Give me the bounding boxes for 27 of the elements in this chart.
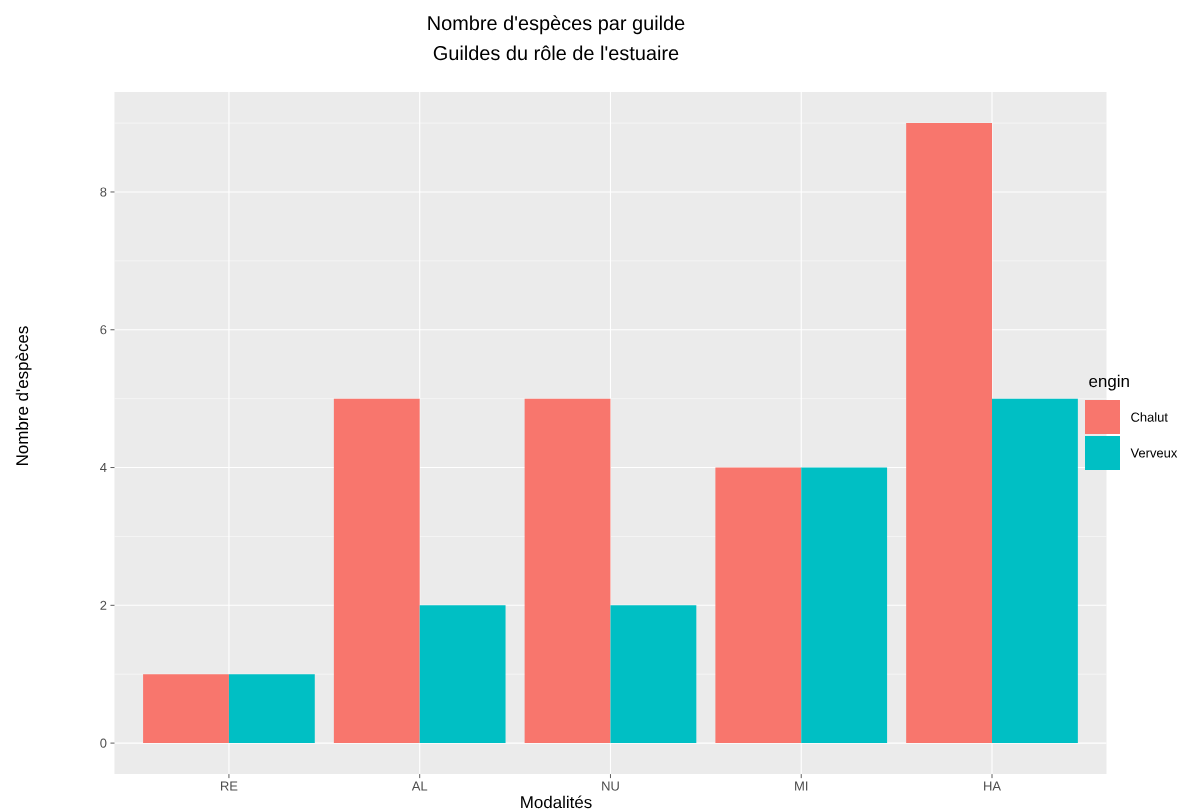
x-tick-label: RE xyxy=(221,781,238,791)
bar xyxy=(419,605,506,744)
bar xyxy=(333,398,420,744)
chart-subtitle: Guildes du rôle de l'estuaire xyxy=(433,45,679,61)
y-tick-label: 6 xyxy=(100,325,107,335)
chart-title: Nombre d'espèces par guilde xyxy=(428,15,685,35)
y-tick-label: 4 xyxy=(100,463,107,472)
x-tick-label: HA xyxy=(984,781,1001,791)
x-axis-title: Modalités xyxy=(521,795,592,809)
text: Chalut xyxy=(1131,412,1168,422)
y-tick-label: 2 xyxy=(100,600,107,610)
bar xyxy=(801,467,888,744)
bar xyxy=(610,605,697,744)
bar xyxy=(715,467,802,744)
bar xyxy=(992,398,1078,744)
y-tick-label: 8 xyxy=(100,187,107,197)
x-tick-label: NU xyxy=(602,781,619,791)
x-tick-label: MI xyxy=(795,781,808,791)
y-tick-label: 0 xyxy=(100,738,107,748)
bar xyxy=(143,674,229,744)
bar xyxy=(906,123,993,744)
x-tick-label: AL xyxy=(411,781,428,791)
y-axis-title: Nombre d'espèces xyxy=(15,326,32,465)
bar xyxy=(524,398,611,744)
legend-title: engin xyxy=(1089,374,1129,391)
bar xyxy=(228,674,315,744)
text: Verveux xyxy=(1130,448,1178,458)
